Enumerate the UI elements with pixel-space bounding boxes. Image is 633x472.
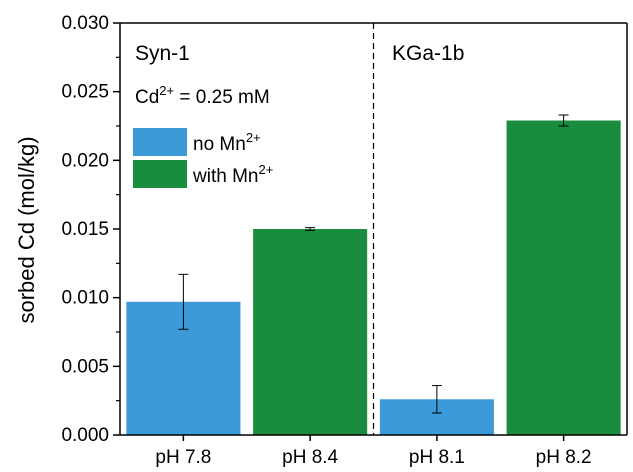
legend: no Mn2+ with Mn2+ (133, 128, 273, 188)
x-tick-label-1: pH 8.4 (282, 447, 338, 468)
legend-label-with-mn-sup: 2+ (258, 162, 273, 177)
y-tick-label-5: 0.025 (61, 82, 109, 103)
legend-swatch-no-mn (133, 128, 187, 156)
legend-label-no-mn: no Mn2+ (193, 130, 261, 155)
bar-3 (506, 120, 621, 436)
error-bar-0 (178, 273, 189, 330)
concentration-annotation: Cd2+ = 0.25 mM (135, 83, 270, 108)
error-bar-3 (558, 114, 569, 127)
y-tick-label-1: 0.005 (61, 356, 109, 377)
annotation-base: Cd (135, 87, 159, 108)
axes-layer: pH 7.8 pH 8.4 pH 8.1 pH 8.2 0.000 0.005 0.010 0… (61, 13, 628, 468)
legend-label-with-mn: with Mn2+ (192, 162, 273, 187)
y-tick-label-6: 0.030 (61, 13, 109, 34)
x-tick-label-2: pH 8.1 (409, 447, 465, 468)
error-bar-1 (305, 227, 316, 231)
panel-label-right: KGa-1b (392, 42, 464, 65)
error-bars-layer (178, 114, 569, 414)
annotation-rest: = 0.25 mM (174, 87, 270, 108)
y-tick-label-3: 0.015 (61, 219, 109, 240)
y-axis-title: sorbed Cd (mol/kg) (14, 136, 39, 323)
legend-label-no-mn-text: no Mn (193, 134, 246, 155)
panel-label-left: Syn-1 (135, 42, 190, 65)
y-tick-label-0: 0.000 (61, 425, 109, 446)
x-tick-label-3: pH 8.2 (536, 447, 592, 468)
annotation-superscript: 2+ (159, 83, 174, 98)
error-bar-2 (431, 385, 442, 414)
legend-label-with-mn-text: with Mn (192, 166, 258, 187)
bar-1 (253, 229, 368, 435)
x-tick-label-0: pH 7.8 (155, 447, 211, 468)
y-tick-label-2: 0.010 (61, 288, 109, 309)
bars-layer (126, 120, 621, 436)
legend-swatch-with-mn (133, 160, 187, 188)
legend-label-no-mn-sup: 2+ (246, 130, 261, 145)
y-tick-label-4: 0.020 (61, 150, 109, 171)
